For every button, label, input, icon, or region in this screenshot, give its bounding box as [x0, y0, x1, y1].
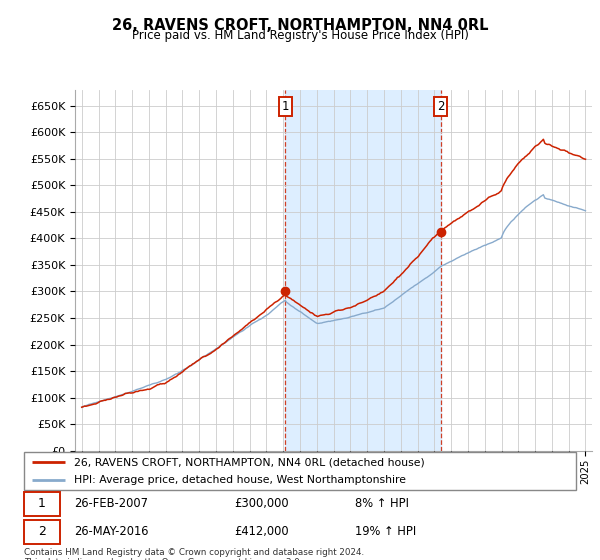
Text: 1: 1: [281, 100, 289, 113]
Bar: [285, 90, 441, 451]
Text: 2: 2: [38, 525, 46, 538]
Text: 26-FEB-2007: 26-FEB-2007: [74, 497, 148, 510]
Text: £412,000: £412,000: [234, 525, 289, 538]
Text: Price paid vs. HM Land Registry's House Price Index (HPI): Price paid vs. HM Land Registry's House …: [131, 29, 469, 42]
Text: 26-MAY-2016: 26-MAY-2016: [74, 525, 148, 538]
Text: £300,000: £300,000: [234, 497, 289, 510]
Text: 1: 1: [38, 497, 46, 510]
Text: HPI: Average price, detached house, West Northamptonshire: HPI: Average price, detached house, West…: [74, 475, 406, 485]
Text: 19% ↑ HPI: 19% ↑ HPI: [355, 525, 416, 538]
Text: 26, RAVENS CROFT, NORTHAMPTON, NN4 0RL (detached house): 26, RAVENS CROFT, NORTHAMPTON, NN4 0RL (…: [74, 457, 424, 467]
FancyBboxPatch shape: [24, 520, 60, 544]
Text: 8% ↑ HPI: 8% ↑ HPI: [355, 497, 409, 510]
Text: 26, RAVENS CROFT, NORTHAMPTON, NN4 0RL: 26, RAVENS CROFT, NORTHAMPTON, NN4 0RL: [112, 18, 488, 33]
Text: 2: 2: [437, 100, 445, 113]
FancyBboxPatch shape: [24, 492, 60, 516]
Text: Contains HM Land Registry data © Crown copyright and database right 2024.
This d: Contains HM Land Registry data © Crown c…: [24, 548, 364, 560]
FancyBboxPatch shape: [24, 452, 576, 490]
